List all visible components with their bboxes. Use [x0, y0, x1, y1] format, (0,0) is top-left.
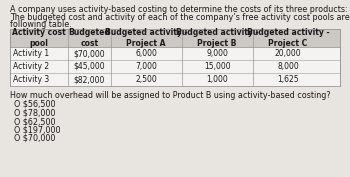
Text: $45,000: $45,000 [74, 62, 105, 71]
Text: 9,000: 9,000 [206, 49, 228, 58]
Text: O $62,500: O $62,500 [14, 117, 56, 126]
Text: $82,000: $82,000 [74, 75, 105, 84]
Text: 1,000: 1,000 [206, 75, 228, 84]
Text: Budgeted activity -
Project C: Budgeted activity - Project C [247, 28, 329, 48]
Text: 2,500: 2,500 [135, 75, 157, 84]
Text: The budgeted cost and activity of each of the company’s free activity cost pools: The budgeted cost and activity of each o… [10, 13, 350, 21]
Text: Budgeted activity -
Project B: Budgeted activity - Project B [176, 28, 258, 48]
Text: $70,000: $70,000 [74, 49, 105, 58]
Text: 8,000: 8,000 [277, 62, 299, 71]
Text: Activity cost
pool: Activity cost pool [12, 28, 66, 48]
Bar [10, 47, 340, 60]
Text: How much overhead will be assigned to Product B using activity-based costing?: How much overhead will be assigned to Pr… [10, 91, 331, 100]
Text: Budgeted activity -
Project A: Budgeted activity - Project A [105, 28, 188, 48]
Text: Activity 3: Activity 3 [13, 75, 49, 84]
Text: 7,000: 7,000 [135, 62, 157, 71]
Text: 15,000: 15,000 [204, 62, 230, 71]
Bar [10, 73, 340, 86]
Text: following table.: following table. [10, 20, 72, 29]
Text: O $78,000: O $78,000 [14, 109, 55, 118]
Text: A company uses activity-based costing to determine the costs of its three produc: A company uses activity-based costing to… [10, 5, 350, 14]
Text: Activity 1: Activity 1 [13, 49, 49, 58]
Text: Activity 2: Activity 2 [13, 62, 49, 71]
Text: 20,000: 20,000 [275, 49, 301, 58]
Bar [10, 29, 340, 47]
Text: 6,000: 6,000 [135, 49, 157, 58]
Text: O $56,500: O $56,500 [14, 100, 56, 109]
Bar [10, 60, 340, 73]
Text: O $70,000: O $70,000 [14, 134, 55, 143]
Text: O $197,000: O $197,000 [14, 125, 61, 135]
Text: Budgeted
cost: Budgeted cost [68, 28, 110, 48]
Text: 1,625: 1,625 [277, 75, 299, 84]
